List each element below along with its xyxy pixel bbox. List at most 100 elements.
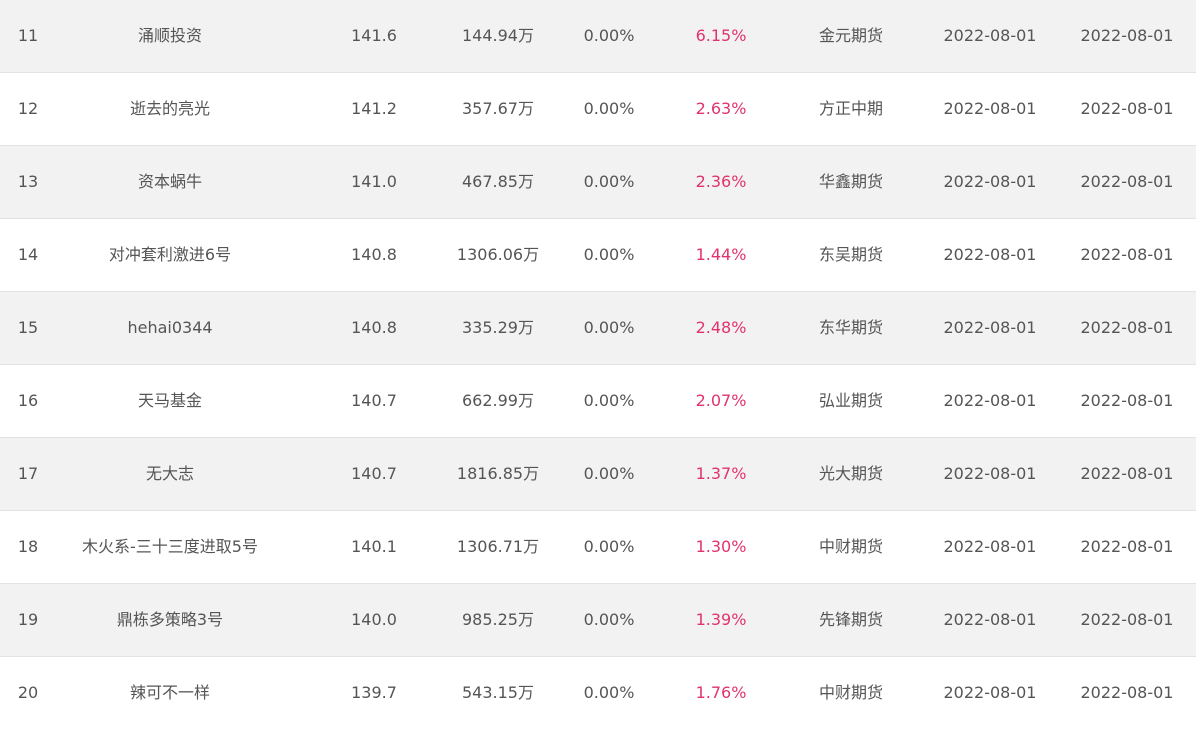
broker-cell: 方正中期 <box>818 99 883 118</box>
update-date-cell: 2022-08-01 <box>1080 99 1174 118</box>
nav-cell: 140.0 <box>351 610 397 629</box>
table-row[interactable]: 16 天马基金 140.7 662.99万 0.00% 2.07% 弘业期货 2… <box>0 365 1196 438</box>
drawdown-cell: 0.00% <box>583 391 635 410</box>
start-date-cell: 2022-08-01 <box>943 172 1037 191</box>
equity-cell: 985.25万 <box>462 610 534 629</box>
return-cell: 2.07% <box>695 391 747 410</box>
broker-cell: 东吴期货 <box>818 245 883 264</box>
nav-cell: 141.2 <box>351 99 397 118</box>
table-row[interactable]: 12 逝去的亮光 141.2 357.67万 0.00% 2.63% 方正中期 … <box>0 73 1196 146</box>
start-date-cell: 2022-08-01 <box>943 610 1037 629</box>
equity-cell: 357.67万 <box>462 99 534 118</box>
nav-cell: 140.1 <box>351 537 397 556</box>
return-cell: 2.36% <box>695 172 747 191</box>
drawdown-cell: 0.00% <box>583 26 635 45</box>
update-date-cell: 2022-08-01 <box>1080 318 1174 337</box>
broker-cell: 中财期货 <box>818 537 883 556</box>
broker-cell: 光大期货 <box>818 464 883 483</box>
rank-cell: 17 <box>17 464 39 483</box>
return-cell: 1.76% <box>695 683 747 702</box>
rank-cell: 19 <box>17 610 39 629</box>
account-name-cell[interactable]: 无大志 <box>145 464 194 483</box>
broker-cell: 华鑫期货 <box>818 172 883 191</box>
update-date-cell: 2022-08-01 <box>1080 464 1174 483</box>
account-name-cell[interactable]: 资本蜗牛 <box>137 172 202 191</box>
table-row[interactable]: 14 对冲套利激进6号 140.8 1306.06万 0.00% 1.44% 东… <box>0 219 1196 292</box>
update-date-cell: 2022-08-01 <box>1080 391 1174 410</box>
table-row[interactable]: 15 hehai0344 140.8 335.29万 0.00% 2.48% 东… <box>0 292 1196 365</box>
nav-cell: 139.7 <box>351 683 397 702</box>
nav-cell: 141.6 <box>351 26 397 45</box>
account-name-cell[interactable]: 天马基金 <box>137 391 202 410</box>
account-name-cell[interactable]: 涌顺投资 <box>137 26 202 45</box>
rank-cell: 13 <box>17 172 39 191</box>
start-date-cell: 2022-08-01 <box>943 99 1037 118</box>
return-cell: 1.30% <box>695 537 747 556</box>
rank-cell: 16 <box>17 391 39 410</box>
return-cell: 6.15% <box>695 26 747 45</box>
nav-cell: 140.7 <box>351 464 397 483</box>
rank-cell: 15 <box>17 318 39 337</box>
drawdown-cell: 0.00% <box>583 245 635 264</box>
drawdown-cell: 0.00% <box>583 464 635 483</box>
start-date-cell: 2022-08-01 <box>943 391 1037 410</box>
nav-cell: 140.8 <box>351 318 397 337</box>
return-cell: 1.37% <box>695 464 747 483</box>
rank-cell: 20 <box>17 683 39 702</box>
nav-cell: 141.0 <box>351 172 397 191</box>
account-name-cell[interactable]: 对冲套利激进6号 <box>108 245 232 264</box>
broker-cell: 东华期货 <box>818 318 883 337</box>
update-date-cell: 2022-08-01 <box>1080 610 1174 629</box>
broker-cell: 弘业期货 <box>818 391 883 410</box>
start-date-cell: 2022-08-01 <box>943 318 1037 337</box>
table-row[interactable]: 20 辣可不一样 139.7 543.15万 0.00% 1.76% 中财期货 … <box>0 657 1196 729</box>
account-name-cell[interactable]: hehai0344 <box>127 318 213 337</box>
drawdown-cell: 0.00% <box>583 172 635 191</box>
start-date-cell: 2022-08-01 <box>943 683 1037 702</box>
equity-cell: 335.29万 <box>462 318 534 337</box>
rank-cell: 18 <box>17 537 39 556</box>
account-name-cell[interactable]: 鼎栋多策略3号 <box>116 610 224 629</box>
start-date-cell: 2022-08-01 <box>943 26 1037 45</box>
equity-cell: 144.94万 <box>462 26 534 45</box>
broker-cell: 金元期货 <box>818 26 883 45</box>
update-date-cell: 2022-08-01 <box>1080 172 1174 191</box>
rank-cell: 12 <box>17 99 39 118</box>
equity-cell: 467.85万 <box>462 172 534 191</box>
update-date-cell: 2022-08-01 <box>1080 537 1174 556</box>
rank-cell: 14 <box>17 245 39 264</box>
drawdown-cell: 0.00% <box>583 683 635 702</box>
drawdown-cell: 0.00% <box>583 537 635 556</box>
start-date-cell: 2022-08-01 <box>943 464 1037 483</box>
table-row[interactable]: 17 无大志 140.7 1816.85万 0.00% 1.37% 光大期货 2… <box>0 438 1196 511</box>
equity-cell: 1306.71万 <box>456 537 540 556</box>
drawdown-cell: 0.00% <box>583 610 635 629</box>
return-cell: 2.48% <box>695 318 747 337</box>
drawdown-cell: 0.00% <box>583 99 635 118</box>
table-row[interactable]: 11 涌顺投资 141.6 144.94万 0.00% 6.15% 金元期货 2… <box>0 0 1196 73</box>
start-date-cell: 2022-08-01 <box>943 537 1037 556</box>
broker-cell: 先锋期货 <box>818 610 883 629</box>
return-cell: 2.63% <box>695 99 747 118</box>
nav-cell: 140.7 <box>351 391 397 410</box>
nav-cell: 140.8 <box>351 245 397 264</box>
table-row[interactable]: 19 鼎栋多策略3号 140.0 985.25万 0.00% 1.39% 先锋期… <box>0 584 1196 657</box>
equity-cell: 1816.85万 <box>456 464 540 483</box>
equity-cell: 1306.06万 <box>456 245 540 264</box>
account-name-cell[interactable]: 木火系-三十三度进取5号 <box>82 537 258 556</box>
return-cell: 1.44% <box>695 245 747 264</box>
table-row[interactable]: 13 资本蜗牛 141.0 467.85万 0.00% 2.36% 华鑫期货 2… <box>0 146 1196 219</box>
broker-cell: 中财期货 <box>818 683 883 702</box>
rank-cell: 11 <box>17 26 39 45</box>
return-cell: 1.39% <box>695 610 747 629</box>
account-name-cell[interactable]: 辣可不一样 <box>129 683 210 702</box>
update-date-cell: 2022-08-01 <box>1080 245 1174 264</box>
start-date-cell: 2022-08-01 <box>943 245 1037 264</box>
equity-cell: 543.15万 <box>462 683 534 702</box>
table-row[interactable]: 18 木火系-三十三度进取5号 140.1 1306.71万 0.00% 1.3… <box>0 511 1196 584</box>
update-date-cell: 2022-08-01 <box>1080 683 1174 702</box>
update-date-cell: 2022-08-01 <box>1080 26 1174 45</box>
equity-cell: 662.99万 <box>462 391 534 410</box>
account-name-cell[interactable]: 逝去的亮光 <box>129 99 210 118</box>
